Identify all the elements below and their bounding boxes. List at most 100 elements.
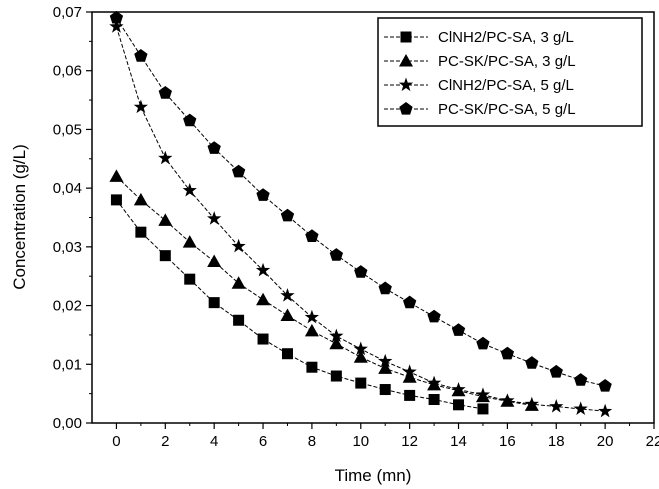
data-point (573, 401, 588, 415)
series-2 (109, 169, 539, 411)
data-point (598, 403, 613, 418)
data-point (353, 350, 368, 363)
data-point (402, 370, 417, 383)
y-tick-label: 0,01 (53, 356, 82, 373)
data-point (233, 314, 245, 326)
data-point (305, 229, 319, 242)
y-tick-label: 0,07 (53, 4, 82, 21)
data-point (182, 182, 197, 197)
data-point (355, 377, 367, 389)
series-line (116, 176, 532, 406)
data-point (135, 226, 147, 238)
data-point (280, 308, 295, 322)
data-point (330, 370, 342, 382)
legend-label: PC-SK/PC-SA, 5 g/L (438, 101, 576, 118)
data-point (379, 384, 391, 396)
data-point (404, 389, 416, 401)
y-tick-label: 0,03 (53, 239, 82, 256)
data-point (133, 99, 148, 114)
x-tick-label: 20 (597, 433, 614, 450)
data-point (329, 336, 344, 350)
series-1 (110, 194, 489, 415)
legend-marker (400, 31, 412, 43)
data-point (428, 394, 440, 406)
data-point (475, 387, 491, 401)
data-point (451, 323, 466, 336)
data-point (159, 250, 171, 262)
data-point (476, 336, 490, 350)
data-point (207, 211, 222, 225)
data-point (280, 288, 295, 302)
series-layer (109, 10, 613, 418)
data-point (304, 309, 320, 324)
data-point (451, 382, 466, 396)
data-point (549, 399, 564, 413)
axis-ticks: 0 2 4 6 8 10 12 14 16 18 20 22 0,00 0,01 0,02 0,03 0,04 0… (53, 4, 659, 450)
series-4 (109, 10, 612, 392)
data-point (255, 262, 271, 277)
data-point (304, 323, 319, 337)
data-point (183, 113, 197, 127)
data-point (208, 297, 220, 309)
data-point (133, 192, 148, 206)
x-tick-label: 18 (548, 433, 565, 450)
data-point (402, 364, 417, 378)
legend-marker (398, 77, 414, 92)
legend: ClNH2/PC-SA, 3 g/L PC-SK/PC-SA, 3 g/L ClNH… (377, 17, 643, 127)
x-tick-label: 16 (499, 433, 516, 450)
legend-box (377, 17, 643, 127)
legend-marker (399, 54, 413, 67)
data-point (184, 273, 196, 285)
data-point (109, 169, 124, 182)
data-point (134, 49, 148, 62)
data-point (280, 208, 295, 222)
data-point (158, 86, 172, 99)
data-point (207, 141, 221, 154)
data-point (525, 356, 539, 369)
y-tick-label: 0,00 (53, 415, 82, 432)
data-point (257, 333, 269, 345)
data-point (402, 295, 417, 309)
data-point (353, 341, 368, 356)
data-point (256, 292, 271, 306)
data-point (231, 238, 246, 253)
data-point (598, 379, 612, 392)
data-point (329, 248, 344, 261)
data-point (109, 10, 124, 24)
data-point (378, 281, 392, 295)
data-point (427, 309, 441, 323)
data-point (477, 403, 489, 415)
x-tick-label: 0 (112, 433, 120, 450)
data-point (426, 375, 442, 390)
x-tick-label: 6 (259, 433, 267, 450)
x-tick-label: 2 (161, 433, 169, 450)
data-point (207, 254, 222, 268)
data-point (281, 348, 293, 360)
data-point (231, 276, 246, 289)
x-tick-label: 4 (210, 433, 218, 450)
data-point (110, 194, 122, 206)
legend-label: ClNH2/PC-SA, 3 g/L (438, 29, 574, 46)
data-point (306, 361, 318, 373)
y-axis-label: Concentration (g/L) (10, 144, 29, 290)
x-tick-label: 12 (401, 433, 418, 450)
data-point (182, 235, 197, 248)
x-tick-label: 8 (308, 433, 316, 450)
data-point (354, 265, 368, 278)
data-point (453, 399, 465, 411)
y-tick-label: 0,02 (53, 298, 82, 315)
data-point (574, 373, 588, 386)
data-point (524, 396, 539, 411)
series-3 (109, 19, 613, 418)
x-axis-label: Time (mn) (335, 466, 412, 485)
y-tick-label: 0,04 (53, 180, 82, 197)
data-point (500, 393, 515, 407)
x-tick-label: 10 (352, 433, 369, 450)
x-tick-label: 14 (450, 433, 467, 450)
data-point (158, 150, 173, 165)
series-line (116, 199, 484, 410)
data-point (500, 346, 515, 360)
x-tick-label: 22 (646, 433, 659, 450)
data-point (109, 19, 124, 33)
